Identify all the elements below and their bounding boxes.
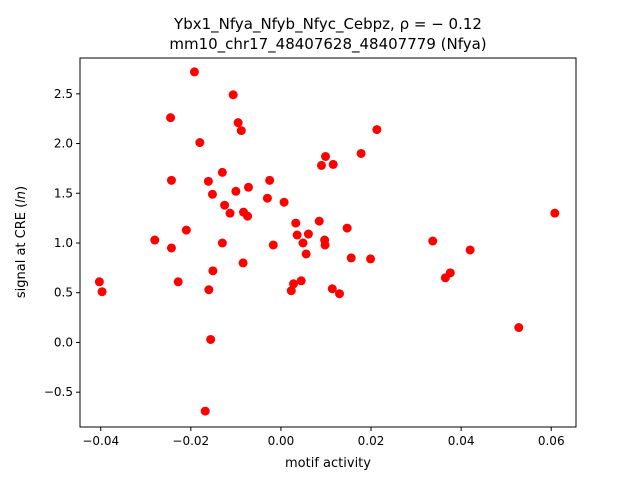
- data-point: [217, 238, 227, 248]
- data-point: [204, 285, 214, 295]
- y-axis-label: signal at CRE (ln): [14, 186, 29, 298]
- data-point: [97, 287, 107, 297]
- data-point: [514, 323, 524, 333]
- data-point: [262, 193, 272, 203]
- data-point: [320, 240, 330, 250]
- data-point: [292, 230, 302, 240]
- y-tick-label: 0.0: [54, 335, 73, 349]
- data-point: [279, 197, 289, 207]
- data-point: [314, 216, 324, 226]
- data-point: [342, 223, 352, 233]
- data-point: [228, 90, 238, 100]
- data-point: [217, 167, 227, 177]
- data-point: [303, 229, 313, 239]
- x-tick-label: 0.06: [538, 434, 565, 448]
- data-point: [207, 189, 217, 199]
- data-point: [166, 243, 176, 253]
- data-point: [327, 284, 337, 294]
- data-point: [328, 159, 338, 169]
- data-point: [166, 113, 176, 123]
- data-points: [94, 67, 560, 416]
- y-tick-label: 1.5: [54, 186, 73, 200]
- data-point: [301, 249, 311, 259]
- data-point: [189, 67, 199, 77]
- y-tick-label: 2.5: [54, 87, 73, 101]
- data-point: [465, 245, 475, 255]
- data-point: [289, 279, 299, 289]
- data-point: [316, 160, 326, 170]
- data-point: [166, 175, 176, 185]
- data-point: [195, 138, 205, 148]
- data-point: [321, 151, 331, 161]
- data-point: [291, 218, 301, 228]
- data-point: [181, 225, 191, 235]
- y-tick-label: −0.5: [44, 385, 73, 399]
- data-point: [173, 277, 183, 287]
- data-point: [150, 235, 160, 245]
- data-point: [268, 240, 278, 250]
- data-point: [243, 211, 253, 221]
- data-point: [286, 286, 296, 296]
- data-point: [231, 186, 241, 196]
- data-point: [203, 176, 213, 186]
- data-point: [550, 208, 560, 218]
- data-point: [346, 253, 356, 263]
- data-point: [206, 334, 216, 344]
- data-point: [233, 118, 243, 128]
- data-point: [200, 406, 210, 416]
- data-point: [372, 125, 382, 135]
- data-point: [208, 266, 218, 276]
- data-point: [238, 258, 248, 268]
- data-point: [296, 276, 306, 286]
- data-point: [265, 175, 275, 185]
- data-point: [298, 238, 308, 248]
- x-tick-label: 0.00: [268, 434, 295, 448]
- x-tick-label: −0.02: [172, 434, 209, 448]
- x-tick-label: −0.04: [82, 434, 119, 448]
- data-point: [334, 289, 344, 299]
- y-tick-label: 1.0: [54, 236, 73, 250]
- y-tick-label: 2.0: [54, 137, 73, 151]
- data-point: [225, 208, 235, 218]
- x-tick-label: 0.02: [358, 434, 385, 448]
- data-point: [220, 200, 230, 210]
- y-tick-label: 0.5: [54, 286, 73, 300]
- y-axis: −0.5 0.0 0.5 1.0 1.5 2.0 2.5: [44, 87, 80, 399]
- data-point: [445, 268, 455, 278]
- data-point: [366, 254, 376, 264]
- data-point: [356, 148, 366, 158]
- data-point: [236, 126, 246, 136]
- x-tick-label: 0.04: [448, 434, 475, 448]
- data-point: [243, 182, 253, 192]
- data-point: [94, 277, 104, 287]
- x-axis: −0.04 −0.02 0.00 0.02 0.04 0.06: [82, 427, 565, 448]
- x-axis-label: motif activity: [285, 456, 371, 471]
- chart-title-line1: Ybx1_Nfya_Nfyb_Nfyc_Cebpz, ρ = − 0.12: [173, 15, 482, 34]
- chart-title-line2: mm10_chr17_48407628_48407779 (Nfya): [169, 35, 486, 54]
- data-point: [428, 236, 438, 246]
